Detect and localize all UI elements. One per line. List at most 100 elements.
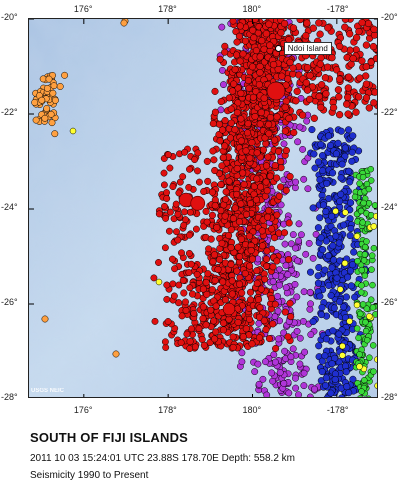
quake-marker [247,296,255,304]
quake-marker [47,110,55,118]
quake-marker [299,317,307,325]
quake-marker [345,73,353,81]
quake-marker [343,53,351,62]
quake-marker [233,38,241,46]
quake-marker [360,199,367,207]
quake-marker [328,212,336,220]
lat-tick-right-4: -28° [381,392,398,402]
quake-marker [337,127,345,135]
lon-tick-bottom-2: 180° [242,405,262,415]
quake-marker [218,23,226,31]
quake-marker [286,58,294,67]
quake-marker [281,103,289,111]
quake-marker [282,97,290,105]
quake-marker [204,177,212,185]
quake-marker [307,331,315,339]
quake-marker [186,165,193,173]
quake-marker [255,334,264,342]
quake-marker [364,19,373,28]
quake-marker [258,227,266,235]
quake-marker [177,339,185,347]
quake-marker [343,100,351,108]
quake-marker [354,257,361,265]
quake-marker [265,120,273,128]
quake-marker [344,126,353,134]
quake-marker [183,330,191,338]
quake-marker [347,199,355,207]
quake-marker [260,317,268,325]
quake-marker [344,110,352,118]
quake-marker [349,132,357,140]
quake-marker [185,231,193,239]
quake-marker [351,193,359,201]
quake-marker [292,374,299,382]
quake-marker [265,20,273,28]
quake-marker [43,84,51,92]
quake-marker [163,189,170,197]
quake-marker [199,315,207,323]
quake-marker [260,94,268,102]
quake-marker [337,190,345,198]
quake-marker [348,148,356,156]
quake-marker [341,23,349,31]
quake-marker [367,177,375,184]
quake-marker [366,313,373,320]
quake-marker [357,310,364,318]
region-title: SOUTH OF FIJI ISLANDS [30,430,189,445]
quake-marker [359,219,366,226]
quake-marker [317,54,325,62]
quake-marker [178,312,186,320]
quake-marker [331,375,339,384]
quake-marker [242,147,250,155]
quake-marker [205,245,213,253]
quake-marker [235,280,244,288]
quake-marker [368,266,375,273]
quake-marker [256,68,264,77]
quake-marker [216,256,224,264]
quake-marker [289,24,298,32]
quake-marker [221,142,229,150]
quake-marker [256,313,264,321]
quake-marker [273,174,281,182]
quake-marker [280,379,288,387]
quake-marker [212,328,220,336]
quake-marker [243,129,252,137]
quake-marker [233,108,241,117]
quake-marker [193,270,201,278]
quake-marker [199,303,207,311]
quake-marker [208,211,216,219]
quake-marker [246,154,254,162]
quake-marker [239,169,247,177]
quake-marker [209,258,217,266]
quake-marker [221,212,229,220]
quake-marker [245,232,253,240]
quake-marker [174,210,182,218]
quake-marker [31,99,39,106]
quake-marker [253,279,261,287]
quake-marker [203,157,211,165]
quake-marker [217,98,225,106]
quake-marker [41,114,49,122]
quake-marker [266,41,274,49]
quake-marker [276,369,284,377]
quake-marker [179,173,187,181]
ndoi-island-marker [274,44,282,52]
large-quake-marker [222,302,236,316]
quake-marker [218,126,227,134]
quake-marker [362,41,371,49]
lon-tick-top-1: 178° [158,4,177,14]
quake-marker [213,224,221,232]
quake-marker [339,342,346,350]
quake-marker [315,92,323,101]
quake-marker [237,137,245,145]
quake-marker [272,272,280,280]
quake-marker [211,202,219,210]
quake-marker [185,183,193,191]
quake-marker [221,42,229,50]
quake-marker [352,33,361,42]
quake-marker [297,231,305,239]
quake-marker [265,130,273,138]
quake-marker [229,214,237,223]
quake-marker [237,115,245,123]
quake-marker [345,167,353,175]
